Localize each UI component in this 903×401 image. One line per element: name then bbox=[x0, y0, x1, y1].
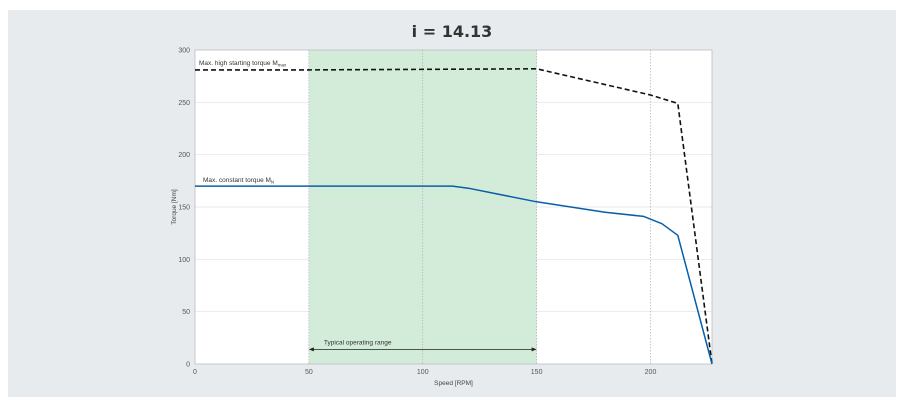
max-starting-torque-line bbox=[195, 67, 713, 365]
x-tick-label: 50 bbox=[305, 369, 313, 376]
x-tick-label: 0 bbox=[193, 369, 197, 376]
arrowhead-left bbox=[308, 347, 314, 352]
chart-title: i = 14.13 bbox=[411, 22, 493, 41]
y-tick-label: 0 bbox=[186, 362, 190, 369]
max-starting-torque-label: Max. high starting torque Mmax bbox=[199, 60, 287, 68]
chart-panel: i = 14.13 0 50 100 150 200 250 300 0 50 100 150 200… bbox=[8, 10, 896, 397]
series-label-text: Max. high starting torque M bbox=[199, 60, 278, 67]
operating-range-label: Typical operating range bbox=[324, 339, 392, 346]
plot-frame bbox=[194, 49, 713, 365]
x-tick-label: 200 bbox=[645, 369, 657, 376]
y-tick-label: 200 bbox=[178, 152, 190, 159]
series-label-subscript: N bbox=[271, 180, 274, 185]
series-label-text: Max. constant torque M bbox=[203, 177, 271, 184]
y-axis-label: Torque [Nm] bbox=[171, 189, 178, 225]
y-tick-label: 250 bbox=[178, 100, 190, 107]
x-tick-label: 150 bbox=[531, 369, 543, 376]
max-constant-torque-line bbox=[195, 185, 713, 365]
y-tick-label: 300 bbox=[178, 48, 190, 55]
x-tick-label: 100 bbox=[417, 369, 429, 376]
y-tick-label: 150 bbox=[178, 205, 190, 212]
torque-speed-chart: 0 50 100 150 200 250 300 0 50 100 150 200 Speed [RPM… bbox=[171, 48, 713, 387]
max-constant-torque-label: Max. constant torque MN bbox=[203, 177, 274, 185]
arrowhead-right bbox=[531, 347, 537, 352]
x-axis-label: Speed [RPM] bbox=[434, 380, 473, 387]
y-tick-label: 50 bbox=[182, 309, 190, 316]
series-label-subscript: max bbox=[278, 62, 287, 67]
y-tick-label: 100 bbox=[178, 257, 190, 264]
